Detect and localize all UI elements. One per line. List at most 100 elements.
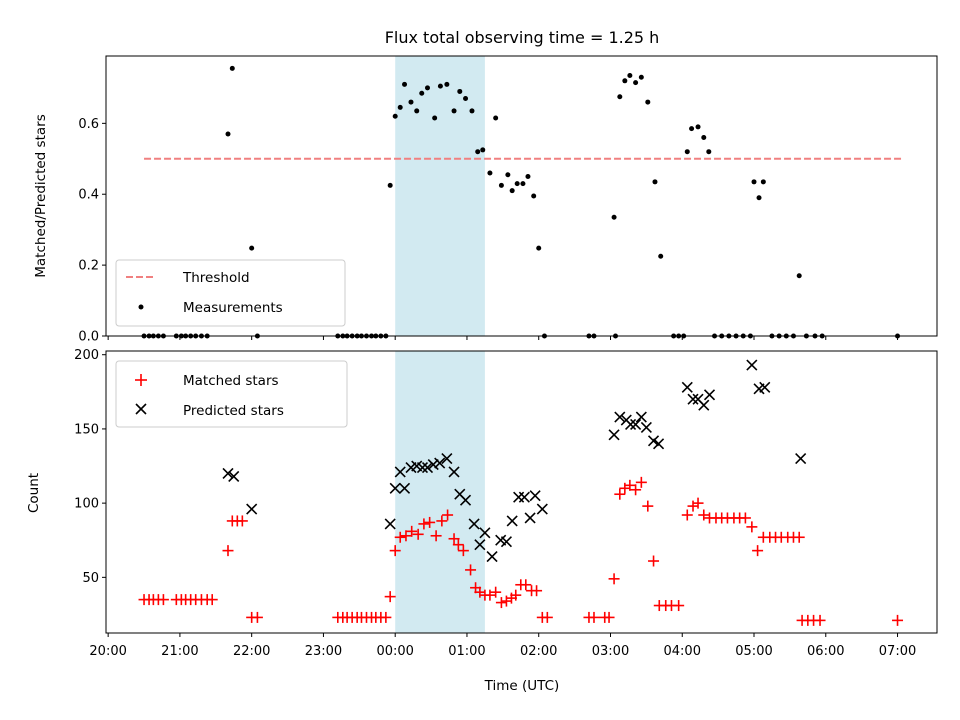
predicted-star-point bbox=[416, 461, 429, 474]
counts-panel: 50 100 150 200 20:00 21:00 22:00 23:00 00:00 01:… bbox=[26, 348, 938, 694]
measurement-point bbox=[706, 149, 712, 155]
legend-predicted-swatch bbox=[135, 403, 147, 415]
matched-star-point bbox=[412, 528, 424, 540]
predicted-star-point bbox=[246, 503, 258, 515]
measurement-point bbox=[480, 147, 486, 153]
matched-star-point bbox=[448, 533, 460, 545]
measurement-point bbox=[525, 174, 531, 180]
measurement-point bbox=[509, 188, 515, 194]
matched-star-point bbox=[752, 545, 764, 557]
ratio-panel: 0.0 0.2 0.4 0.6 Matched/Predicted stars Thr… bbox=[33, 55, 938, 345]
measurement-point bbox=[627, 72, 633, 78]
predicted-star-point bbox=[652, 438, 665, 450]
measurement-point bbox=[645, 99, 651, 105]
measurement-point bbox=[475, 149, 481, 155]
measurement-point bbox=[622, 78, 628, 84]
measurement-point bbox=[392, 113, 398, 119]
predicted-star-point bbox=[486, 550, 498, 563]
counts-axes-frame bbox=[105, 350, 938, 634]
measurement-point bbox=[652, 179, 658, 185]
predicted-star-point bbox=[479, 527, 491, 539]
counts-y-tick-label: 50 bbox=[82, 571, 99, 586]
measurement-point bbox=[463, 96, 469, 102]
matched-star-point bbox=[436, 515, 448, 527]
x-tick-label: 22:00 bbox=[233, 644, 270, 659]
matched-star-point bbox=[624, 479, 636, 491]
predicted-star-point bbox=[228, 470, 240, 482]
measurement-point bbox=[531, 193, 537, 199]
measurement-point bbox=[432, 115, 438, 121]
predicted-star-point bbox=[474, 539, 486, 551]
measurement-point bbox=[638, 74, 644, 80]
matched-star-point bbox=[531, 585, 543, 597]
matched-star-point bbox=[814, 614, 826, 626]
matched-star-point bbox=[236, 515, 248, 527]
matched-star-point bbox=[614, 488, 626, 500]
matched-star-point bbox=[380, 611, 392, 623]
ratio-legend-box bbox=[115, 259, 346, 327]
x-tick-label: 06:00 bbox=[807, 644, 844, 659]
measurement-point bbox=[695, 124, 701, 130]
matched-star-point bbox=[424, 516, 436, 528]
matched-star-point bbox=[457, 545, 469, 557]
measurement-point bbox=[658, 253, 664, 259]
matched-star-point bbox=[681, 509, 693, 521]
measurement-point bbox=[514, 181, 520, 187]
predicted-star-point bbox=[635, 411, 647, 423]
matched-star-point bbox=[746, 521, 758, 533]
measurement-point bbox=[505, 172, 511, 178]
matched-star-point bbox=[630, 484, 642, 496]
measurement-point bbox=[701, 135, 707, 141]
ratio-y-tick-label: 0.2 bbox=[78, 259, 99, 274]
measurement-point bbox=[437, 83, 443, 89]
ratio-y-axis-label: Matched/Predicted stars bbox=[33, 114, 49, 277]
measurement-point bbox=[751, 179, 757, 185]
ratio-axes-frame bbox=[105, 55, 938, 337]
matched-star-point bbox=[648, 555, 660, 567]
measurement-point bbox=[611, 214, 617, 220]
matched-star-point bbox=[452, 539, 464, 551]
x-tick-label: 02:00 bbox=[520, 644, 557, 659]
matched-star-point bbox=[157, 594, 169, 606]
matched-star-point bbox=[541, 611, 553, 623]
x-tick-label: 04:00 bbox=[664, 644, 701, 659]
matched-star-point bbox=[673, 600, 685, 612]
ratio-y-tick-label: 0.0 bbox=[78, 330, 99, 345]
predicted-star-point bbox=[518, 491, 530, 503]
x-tick-label: 23:00 bbox=[305, 644, 342, 659]
predicted-star-point bbox=[427, 458, 439, 471]
measurement-point bbox=[229, 65, 235, 71]
legend-measurements-label: Measurements bbox=[183, 300, 283, 316]
counts-y-tick-label: 200 bbox=[74, 348, 99, 363]
x-tick-label: 01:00 bbox=[448, 644, 485, 659]
counts-y-tick-label: 150 bbox=[74, 422, 99, 437]
predicted-star-point bbox=[434, 457, 446, 469]
x-axis-label: Time (UTC) bbox=[484, 678, 560, 694]
measurement-point bbox=[419, 90, 425, 96]
measurement-point bbox=[617, 94, 623, 100]
measurement-point bbox=[536, 245, 542, 251]
matched-star-point bbox=[510, 589, 522, 601]
matched-star-point bbox=[490, 586, 502, 598]
matched-star-point bbox=[406, 525, 418, 537]
matched-star-point bbox=[642, 500, 654, 512]
predicted-star-point bbox=[608, 429, 620, 441]
matched-star-point bbox=[400, 530, 412, 542]
measurement-point bbox=[444, 81, 450, 87]
predicted-star-point bbox=[614, 411, 626, 423]
predicted-star-point bbox=[746, 359, 758, 371]
measurement-point bbox=[408, 99, 414, 105]
predicted-star-point bbox=[448, 466, 460, 478]
counts-y-axis-label: Count bbox=[26, 473, 42, 513]
measurement-point bbox=[397, 104, 403, 110]
matched-star-point bbox=[384, 591, 396, 603]
chart-title: Flux total observing time = 1.25 h bbox=[385, 28, 660, 47]
x-tick-label: 03:00 bbox=[592, 644, 629, 659]
predicted-star-point bbox=[698, 399, 710, 411]
matched-star-point bbox=[484, 589, 496, 601]
predicted-star-point bbox=[468, 518, 480, 530]
matched-star-point bbox=[635, 476, 647, 488]
measurement-point bbox=[424, 85, 430, 91]
matched-star-point bbox=[739, 512, 751, 524]
